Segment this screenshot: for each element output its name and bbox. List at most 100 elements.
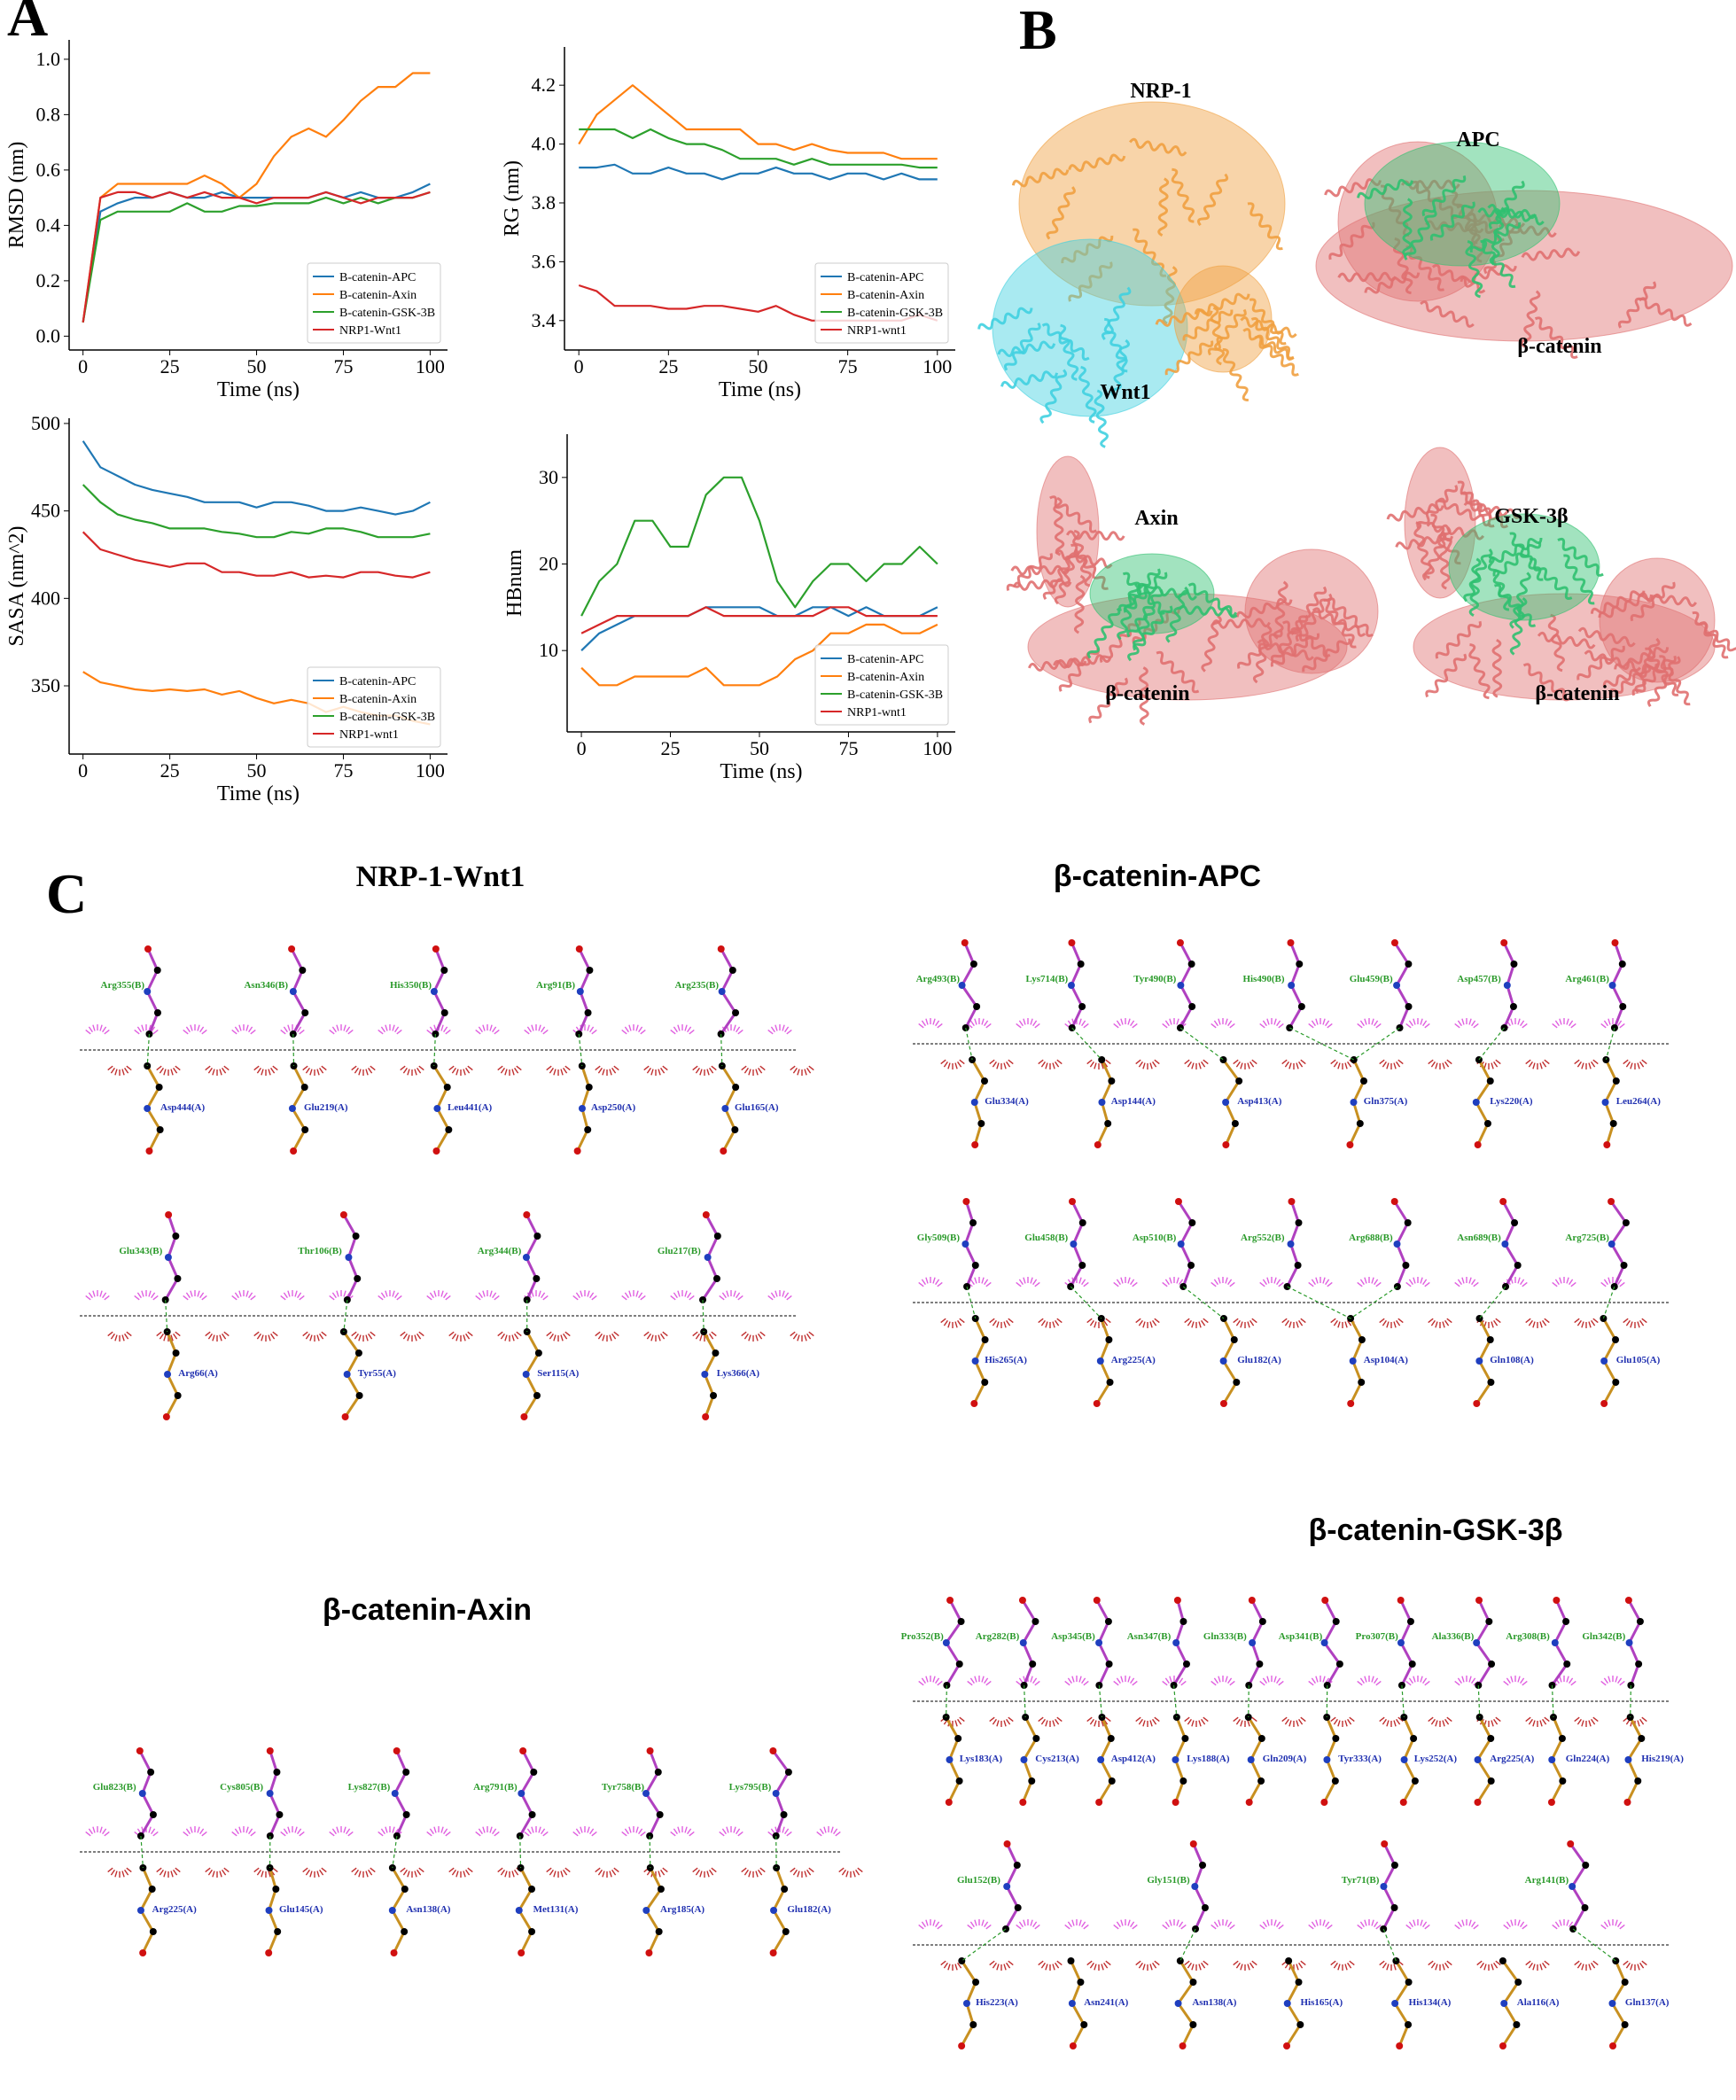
atom — [1069, 2042, 1077, 2049]
atom — [1222, 1099, 1230, 1106]
hydrophobic-contact — [400, 1867, 424, 1878]
atom — [1179, 1618, 1187, 1625]
helix — [1435, 620, 1482, 659]
hydrophobic-contact — [183, 1826, 207, 1837]
hydrogen-bond — [578, 1033, 583, 1067]
hydrophobic-contact — [719, 1826, 743, 1837]
hydrophobic-contact — [546, 1867, 571, 1878]
atom — [1219, 1357, 1227, 1365]
protein-label: NRP-1 — [1130, 80, 1191, 103]
atom — [702, 1413, 710, 1420]
atom — [522, 1254, 530, 1261]
hydrophobic-contact — [1379, 1716, 1404, 1727]
atom — [339, 1211, 347, 1218]
atom — [1474, 1799, 1482, 1806]
atom — [144, 945, 152, 953]
atom — [1179, 2042, 1187, 2049]
atom — [969, 961, 977, 968]
atom — [1181, 1735, 1189, 1742]
x-tick-label: 50 — [748, 355, 767, 377]
atom — [533, 1233, 541, 1240]
residue-label-b: Arg355(B) — [101, 980, 145, 991]
atom — [136, 1747, 144, 1754]
hydrophobic-contact — [329, 1024, 354, 1035]
residue-label-a: His223(A) — [976, 1997, 1018, 2008]
atom — [654, 1769, 662, 1776]
atom — [1032, 1735, 1040, 1742]
hydrophobic-contact — [1016, 1018, 1040, 1029]
residue-label-a: Lys366(A) — [717, 1368, 760, 1379]
protein-label: β-catenin — [1535, 682, 1619, 705]
atom — [1177, 982, 1185, 989]
helix — [1584, 649, 1641, 672]
hydrophobic-contact — [1016, 1919, 1040, 1930]
residue-label-b: Arg282(B) — [976, 1631, 1020, 1642]
atom — [1172, 1639, 1180, 1646]
legend-box — [814, 644, 949, 726]
atom — [1473, 1400, 1481, 1407]
atom — [713, 1233, 721, 1240]
hydrophobic-contact — [1454, 1018, 1479, 1029]
residue-label-a: Lys188(A) — [1187, 1754, 1230, 1764]
hydrophobic-contact — [621, 1826, 646, 1837]
hydrophobic-contact — [670, 1290, 695, 1301]
data-line — [579, 163, 938, 181]
legend-label: NRP1-wnt1 — [847, 706, 907, 719]
atom — [1551, 1639, 1559, 1646]
hydrogen-bond — [1353, 1027, 1400, 1061]
hydrophobic-contact — [719, 1290, 743, 1301]
protein-label: Wnt1 — [1100, 381, 1150, 404]
hydrophobic-contact — [426, 1290, 451, 1301]
helix — [1463, 548, 1493, 603]
atom — [1350, 1099, 1358, 1106]
atom — [1487, 1735, 1495, 1742]
atom — [1558, 1735, 1566, 1742]
helix — [1182, 309, 1234, 341]
hydrophobic-contact — [1259, 1018, 1284, 1029]
atom — [401, 1928, 409, 1935]
atom — [971, 1141, 979, 1148]
hydrophobic-contact — [1330, 1318, 1355, 1328]
residue-label-a: Cys213(A) — [1035, 1754, 1079, 1764]
hydrophobic-contact — [107, 1867, 132, 1878]
atom — [1068, 1198, 1076, 1205]
atom — [945, 1799, 953, 1806]
atom — [1410, 1735, 1418, 1742]
hydrogen-bond — [961, 1928, 1007, 1962]
helix — [1639, 297, 1693, 327]
atom — [1487, 1379, 1495, 1386]
hydrophobic-contact — [156, 1331, 181, 1342]
hydrogen-bond — [1401, 1684, 1405, 1718]
protein-label: GSK-3β — [1494, 505, 1568, 528]
residue-label-b: Arg552(B) — [1241, 1233, 1285, 1243]
atom — [971, 1357, 979, 1365]
helix — [1487, 555, 1510, 611]
helix — [1128, 137, 1187, 157]
x-tick-label: 75 — [333, 355, 353, 377]
atom — [1105, 1661, 1113, 1668]
helix — [1425, 653, 1467, 698]
legend-box — [814, 262, 949, 344]
hydrophobic-contact — [1086, 1059, 1111, 1069]
helix — [1156, 650, 1200, 694]
atom — [443, 1084, 451, 1091]
y-tick-label: 1.0 — [36, 48, 61, 70]
hydrophobic-contact — [670, 1826, 695, 1837]
atom — [962, 2000, 970, 2007]
atom — [402, 1769, 410, 1776]
hydrophobic-contact — [1454, 1676, 1479, 1686]
protein-label: Axin — [1134, 507, 1178, 530]
hydrophobic-contact — [767, 1290, 792, 1301]
data-line — [82, 191, 431, 323]
protein-surface — [1173, 265, 1273, 373]
hydrogen-bond — [1179, 1027, 1224, 1061]
atom — [1475, 1597, 1483, 1604]
atom — [1514, 1979, 1522, 1986]
hydrogen-bond — [1172, 1684, 1178, 1718]
protein-surface — [992, 238, 1188, 417]
helix — [1557, 537, 1604, 577]
hydrogen-bond — [519, 1835, 522, 1869]
hydrophobic-contact — [918, 1919, 943, 1930]
helix — [1468, 643, 1491, 700]
atom — [1257, 1777, 1265, 1785]
